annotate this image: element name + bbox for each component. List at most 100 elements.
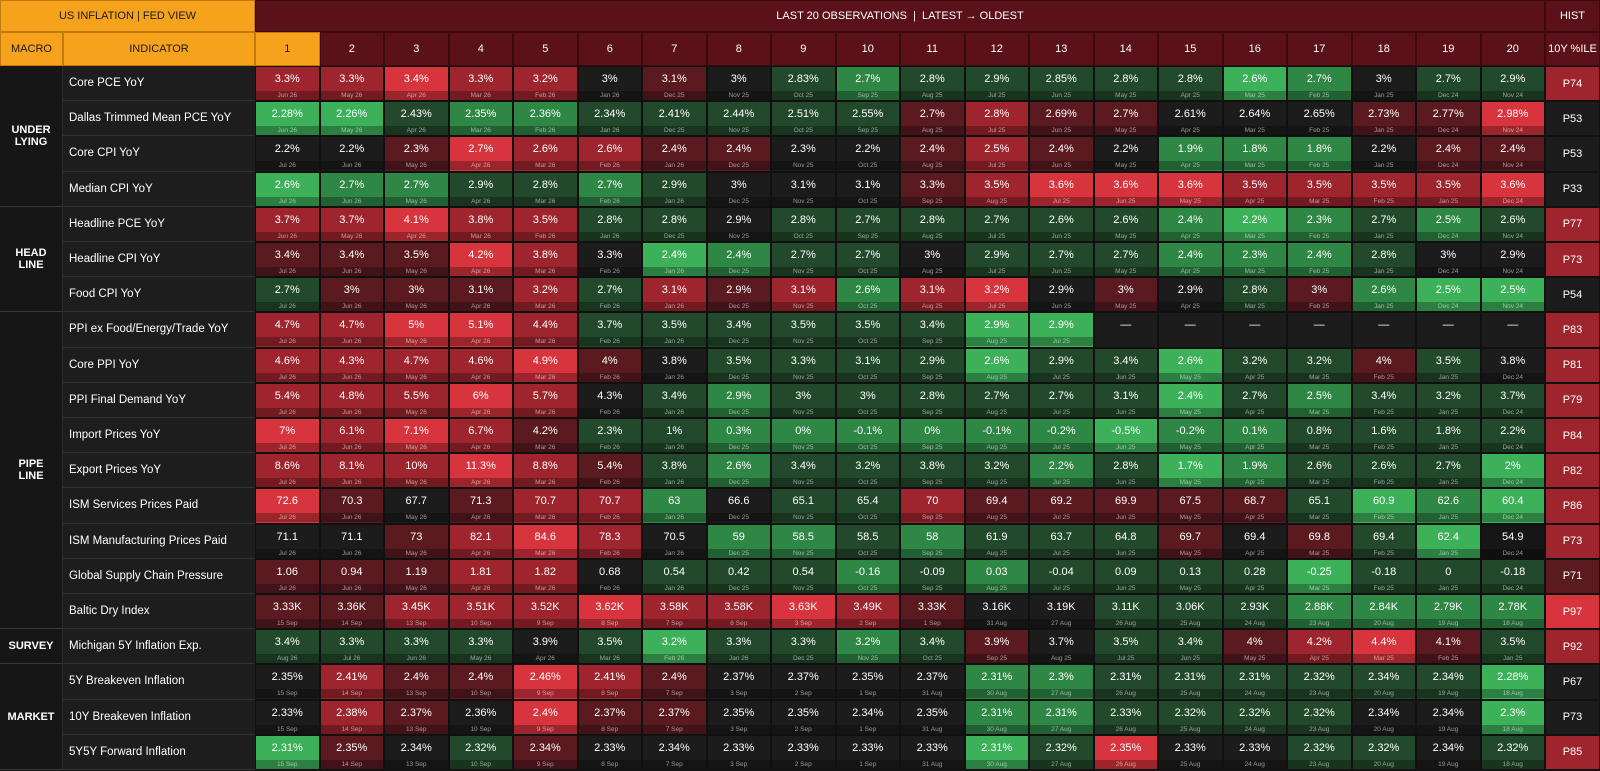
observation-value: 3.51K [466, 601, 496, 613]
observation-date: Feb 25 [1352, 478, 1415, 488]
observation-date: Mar 25 [1223, 231, 1286, 241]
observation-date: Jan 26 [643, 196, 706, 206]
observation-cell: 1.9% Apr 25 [1158, 136, 1223, 172]
observation-cell: 63.7 Jul 25 [1029, 523, 1094, 559]
observation-value: 3.2% [984, 460, 1010, 473]
observation-cell: 70.7 Mar 26 [513, 488, 578, 524]
observation-cell: 2.7% Feb 26 [577, 171, 642, 207]
observation-value: 3.1% [790, 284, 816, 297]
observation-date: Nov 24 [1481, 267, 1544, 276]
observation-value: 62.4 [1437, 530, 1459, 543]
observation-value: 3.3% [468, 73, 494, 85]
observation-value: 2.28% [1497, 671, 1529, 684]
observation-date: 13 Sep [385, 689, 448, 699]
observation-value: 2.31% [1110, 671, 1142, 684]
observation-value: 2.4% [661, 249, 687, 261]
observation-date: Dec 24 [1417, 267, 1480, 276]
observation-value: 2% [1504, 460, 1521, 473]
observation-value: 2.4% [1177, 213, 1203, 226]
observation-value: 2.6% [1242, 73, 1268, 85]
observation-value: — [1378, 319, 1390, 332]
observation-value: 3% [1440, 249, 1457, 261]
observation-value: 2.7% [855, 213, 881, 226]
observation-value: 69.4 [1373, 530, 1395, 543]
column-number: 11 [900, 32, 965, 66]
observation-value: 2.34% [594, 108, 626, 121]
observation-date: 3 Sep [707, 759, 770, 769]
observation-value: -0.18 [1500, 565, 1526, 578]
observation-cell: 2.33% 24 Aug [1222, 734, 1287, 770]
observation-cell: 3% Jan 26 [577, 66, 642, 102]
observation-value: 2.79K [1433, 601, 1463, 613]
observation-date: Aug 26 [256, 654, 319, 664]
observation-value: 2.35% [723, 706, 755, 719]
observation-cell: -0.09 Sep 25 [900, 558, 965, 594]
observation-cell: 0.54 Jan 26 [642, 558, 707, 594]
observation-value: 3.4% [274, 636, 300, 649]
observation-cell: 2.4% Aug 25 [900, 136, 965, 172]
observation-date: Jul 25 [1030, 513, 1093, 523]
observation-value: 69.8 [1308, 530, 1330, 543]
observation-cell: 65.4 Oct 25 [835, 488, 900, 524]
observation-cell: 2.36% Feb 26 [513, 101, 578, 137]
observation-cell: 2.41% 8 Sep [577, 664, 642, 700]
observation-cell: 84.6 Mar 26 [513, 523, 578, 559]
observation-cell: 2.46% 9 Sep [513, 664, 578, 700]
observation-cell: 3.5% Nov 25 [771, 312, 836, 348]
observation-value: -0.04 [1048, 565, 1074, 578]
observation-value: 3.1% [468, 284, 494, 297]
observation-cell: 3.2% Feb 26 [642, 629, 707, 665]
observation-cell: 10% May 26 [384, 453, 449, 489]
observation-date: Jul 25 [1030, 196, 1093, 206]
observation-cell: 2.33% 8 Sep [577, 734, 642, 770]
observation-value: 1.8% [1306, 143, 1332, 156]
observation-date: Dec 24 [1481, 548, 1544, 558]
observation-date: 9 Sep [514, 689, 577, 699]
observation-value: 6.1% [339, 425, 365, 437]
observation-value: 3.2% [855, 460, 881, 473]
observation-cell: 69.4 Feb 25 [1351, 523, 1416, 559]
observation-value: 69.7 [1179, 530, 1201, 543]
observation-cell: 2.35% 3 Sep [706, 699, 771, 735]
observation-value: 4.6% [274, 354, 300, 367]
indicator-name: Core PPI YoY [63, 347, 255, 383]
observation-date: Jun 25 [1094, 196, 1157, 206]
observation-value: 6.7% [468, 425, 494, 437]
observation-cell: 3.9% Apr 26 [513, 629, 578, 665]
observation-value: 0.28 [1244, 565, 1266, 578]
observation-value: 2.6% [1177, 354, 1203, 367]
observation-cell: 4.7% May 26 [384, 347, 449, 383]
observation-date: 7 Sep [643, 619, 706, 628]
observation-value: 2.98% [1497, 108, 1529, 121]
observation-value: 2.8% [1177, 73, 1203, 85]
observation-value: 4.7% [403, 354, 429, 367]
observation-value: 2.38% [336, 706, 368, 719]
observation-cell: 3.1% Aug 25 [900, 277, 965, 313]
observation-value: 2.32% [1239, 706, 1271, 719]
observation-cell: 3.3% Nov 25 [771, 347, 836, 383]
observation-cell: — [1093, 312, 1158, 348]
observation-value: 2.4% [403, 671, 429, 684]
observation-value: 0% [795, 425, 812, 437]
observation-cell: 2.34% 19 Aug [1416, 664, 1481, 700]
observation-value: 7.1% [403, 425, 429, 437]
observation-value: 2.77% [1432, 108, 1464, 121]
observation-cell: 2.32% 18 Aug [1480, 734, 1545, 770]
observation-cell: 0.03 Aug 25 [964, 558, 1029, 594]
observation-value: 4.2% [532, 425, 558, 437]
observation-cell: 4.4% Mar 25 [1351, 629, 1416, 665]
observation-value: 2.31% [1239, 671, 1271, 684]
observation-date: Jan 25 [1417, 583, 1480, 593]
observation-value: 3.8% [661, 460, 687, 473]
observation-value: 2.8% [1371, 249, 1397, 261]
observation-cell: 2.32% 23 Aug [1287, 664, 1352, 700]
observation-date: Apr 25 [1223, 513, 1286, 523]
observation-value: 82.1 [470, 530, 492, 543]
observation-cell: 70.7 Feb 26 [577, 488, 642, 524]
observation-cell: 2.34% 1 Sep [835, 699, 900, 735]
observation-value: 0.3% [726, 425, 752, 437]
observation-date: Apr 26 [449, 267, 512, 276]
observation-value: 3.5% [984, 178, 1010, 191]
observation-date: Jan 26 [578, 231, 641, 241]
observation-cell: 2.7% May 26 [384, 171, 449, 207]
